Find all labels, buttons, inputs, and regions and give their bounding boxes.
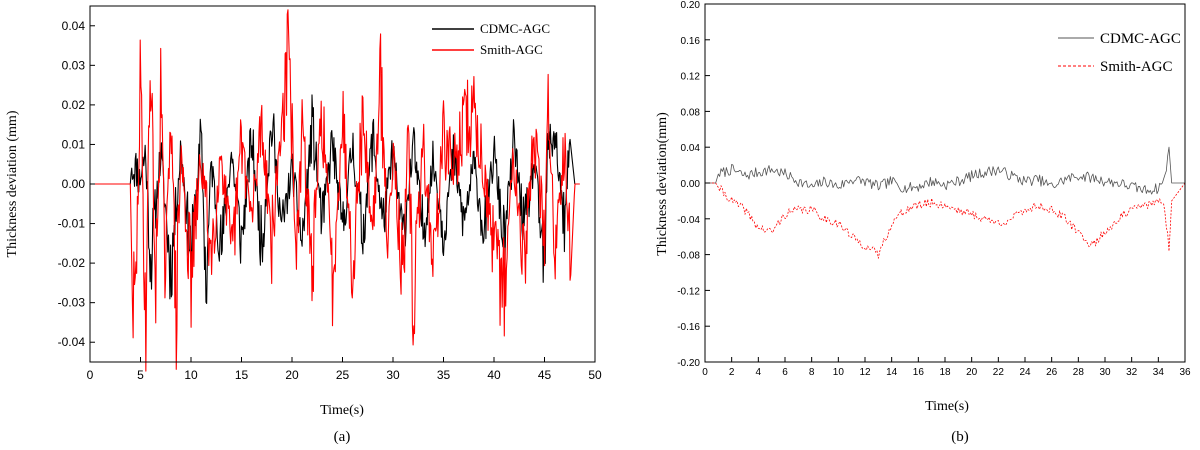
b-y-tick-label: 0.16 <box>681 36 701 47</box>
chart-a-x-axis: 0 5 10 15 20 25 30 35 40 45 50 <box>87 357 602 382</box>
a-x-tick-label: 35 <box>437 368 451 382</box>
chart-b: 0 2 4 6 8 10 12 14 16 18 20 22 24 26 28 30 32 34 36 0.200.… <box>655 0 1191 445</box>
a-y-tick-label: -0.02 <box>58 256 86 270</box>
a-series-cdmc-agc <box>90 94 576 304</box>
chart-a-x-axis-title: Time(s) <box>320 403 364 418</box>
b-y-tick-label: 0.08 <box>681 107 701 118</box>
b-x-tick-label: 10 <box>833 367 845 378</box>
legend-b-label-smith: Smith-AGC <box>1100 59 1173 75</box>
a-x-tick-label: 30 <box>386 368 400 382</box>
b-x-tick-label: 18 <box>939 367 951 378</box>
b-x-tick-label: 14 <box>886 367 898 378</box>
chart-b-caption: (b) <box>951 429 969 445</box>
legend-a-label-smith: Smith-AGC <box>480 42 543 57</box>
b-series-smith-agc <box>705 182 1186 259</box>
b-x-tick-label: 26 <box>1046 367 1058 378</box>
b-x-tick-label: 34 <box>1153 367 1165 378</box>
b-y-tick-label: -0.04 <box>677 215 700 226</box>
legend-a-label-cdmc: CDMC-AGC <box>480 21 550 36</box>
b-x-tick-label: 12 <box>859 367 871 378</box>
b-x-tick-label: 8 <box>809 367 815 378</box>
b-y-tick-label: -0.12 <box>677 286 700 297</box>
b-x-tick-label: 20 <box>966 367 978 378</box>
b-x-tick-label: 6 <box>782 367 788 378</box>
b-x-tick-label: 36 <box>1179 367 1191 378</box>
legend-b-label-cdmc: CDMC-AGC <box>1100 31 1181 47</box>
a-series-smith-agc <box>90 9 580 372</box>
b-x-tick-label: 16 <box>913 367 925 378</box>
a-x-tick-label: 50 <box>588 368 602 382</box>
b-x-tick-label: 0 <box>702 367 708 378</box>
chart-a-series-layer <box>90 9 580 372</box>
b-x-tick-label: 2 <box>729 367 735 378</box>
a-x-tick-label: 10 <box>184 368 198 382</box>
a-y-tick-label: -0.04 <box>58 335 86 349</box>
chart-b-legend: CDMC-AGC Smith-AGC <box>1058 31 1181 75</box>
b-y-tick-label: 0.12 <box>681 72 701 83</box>
b-x-tick-label: 30 <box>1099 367 1111 378</box>
a-y-tick-label: 0.04 <box>62 19 86 33</box>
chart-a-caption: (a) <box>334 429 351 445</box>
chart-b-series-layer <box>705 146 1186 259</box>
b-x-tick-label: 22 <box>993 367 1005 378</box>
a-y-tick-label: -0.03 <box>58 296 86 310</box>
a-x-tick-label: 5 <box>137 368 144 382</box>
a-y-tick-label: 0.03 <box>62 58 86 72</box>
a-y-tick-label: 0.01 <box>62 137 86 151</box>
chart-a: 0 5 10 15 20 25 30 35 40 45 50 -0.04-0.03-0.02-0.0… <box>5 5 602 445</box>
a-y-tick-label: -0.01 <box>58 217 86 231</box>
a-y-tick-label: 0.00 <box>62 177 86 191</box>
b-y-tick-label: -0.16 <box>677 322 700 333</box>
a-x-tick-label: 25 <box>336 368 350 382</box>
chart-b-plot-frame <box>704 3 1186 363</box>
b-y-tick-label: 0.04 <box>681 143 701 154</box>
a-x-tick-label: 40 <box>487 368 501 382</box>
a-x-tick-label: 45 <box>538 368 552 382</box>
b-x-tick-label: 4 <box>756 367 762 378</box>
chart-b-x-axis: 0 2 4 6 8 10 12 14 16 18 20 22 24 26 28 30 32 34 36 <box>702 357 1191 378</box>
b-x-tick-label: 24 <box>1019 367 1031 378</box>
b-x-tick-label: 28 <box>1073 367 1085 378</box>
chart-b-x-axis-title: Time(s) <box>925 399 969 414</box>
b-y-tick-label: -0.08 <box>677 251 700 262</box>
chart-a-y-axis: -0.04 -0.03 -0.02 -0.01 0.00 0.01 0.02 0.03 0.04 <box>58 19 95 349</box>
a-x-tick-label: 15 <box>235 368 249 382</box>
chart-a-y-axis-title: Thickness deviation (mm) <box>5 110 20 257</box>
a-x-tick-label: 20 <box>285 368 299 382</box>
b-series-cdmc-agc <box>705 146 1185 195</box>
chart-a-legend: CDMC-AGC Smith-AGC <box>432 21 550 57</box>
b-y-tick-label: 0.20 <box>681 0 701 11</box>
a-y-tick-label: 0.02 <box>62 98 86 112</box>
chart-b-y-axis-title: Thickness deviation(mm) <box>655 112 670 256</box>
b-x-tick-label: 32 <box>1126 367 1138 378</box>
chart-b-y-axis: 0.20 0.16 0.12 0.08 0.04 0.00 -0.04 -0.08 -0.12 -… <box>677 0 710 369</box>
b-y-tick-label: 0.00 <box>681 179 701 190</box>
b-y-tick-label: -0.20 <box>677 358 700 369</box>
a-x-tick-label: 0 <box>87 368 94 382</box>
